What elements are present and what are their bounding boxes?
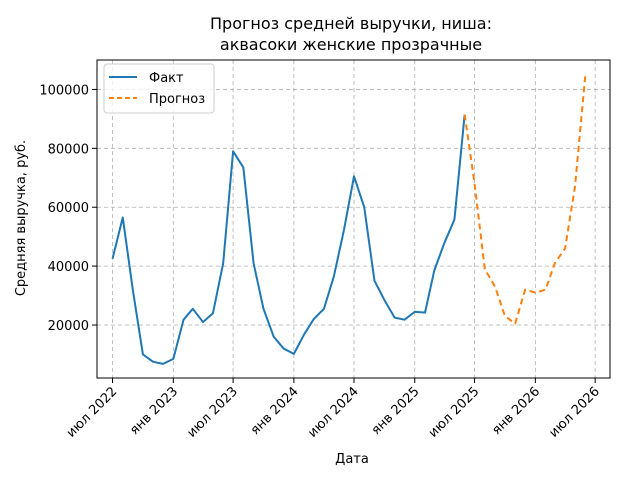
data-point-fact bbox=[172, 357, 175, 360]
data-point-fact bbox=[292, 352, 295, 355]
legend: Факт Прогноз bbox=[103, 63, 215, 114]
data-point-forecast bbox=[473, 182, 476, 185]
data-point-fact bbox=[262, 307, 265, 310]
data-point-fact bbox=[252, 262, 255, 265]
chart-subtitle: аквасоки женские прозрачные bbox=[220, 35, 482, 54]
data-point-fact bbox=[202, 321, 205, 324]
data-point-forecast bbox=[463, 113, 466, 116]
data-point-fact bbox=[453, 218, 456, 221]
data-point-forecast bbox=[534, 291, 537, 294]
data-point-fact bbox=[332, 275, 335, 278]
data-point-forecast bbox=[503, 315, 506, 318]
data-point-forecast bbox=[494, 285, 497, 288]
data-point-fact bbox=[242, 166, 245, 169]
data-point-fact bbox=[111, 257, 114, 260]
data-point-fact bbox=[312, 318, 315, 321]
data-point-forecast bbox=[514, 322, 517, 325]
data-point-fact bbox=[191, 307, 194, 310]
data-point-fact bbox=[162, 362, 165, 365]
data-point-forecast bbox=[483, 268, 486, 271]
data-point-fact bbox=[282, 347, 285, 350]
y-tick-label: 80000 bbox=[48, 142, 89, 157]
data-point-fact bbox=[322, 307, 325, 310]
data-point-fact bbox=[132, 290, 135, 293]
data-point-fact bbox=[413, 310, 416, 313]
chart-title: Прогноз средней выручки, ниша: bbox=[210, 14, 492, 33]
data-point-fact bbox=[222, 262, 225, 265]
data-point-fact bbox=[393, 316, 396, 319]
data-point-fact bbox=[433, 269, 436, 272]
series-lines bbox=[111, 75, 587, 365]
data-point-fact bbox=[121, 216, 124, 219]
data-point-fact bbox=[272, 335, 275, 338]
data-point-fact bbox=[303, 333, 306, 336]
y-tick-label: 100000 bbox=[39, 83, 89, 98]
data-point-fact bbox=[232, 150, 235, 153]
data-point-fact bbox=[383, 298, 386, 301]
data-point-forecast bbox=[584, 75, 587, 78]
legend-label-forecast: Прогноз bbox=[149, 92, 205, 107]
y-axis-ticks: 20000 40000 60000 80000 100000 bbox=[39, 83, 97, 334]
legend-label-fact: Факт bbox=[149, 71, 184, 86]
data-point-fact bbox=[443, 241, 446, 244]
data-point-forecast bbox=[544, 288, 547, 291]
data-point-fact bbox=[152, 360, 155, 363]
data-point-forecast bbox=[573, 185, 576, 188]
data-point-forecast bbox=[524, 288, 527, 291]
data-point-fact bbox=[211, 312, 214, 315]
series-line-fact bbox=[111, 114, 466, 365]
y-tick-label: 60000 bbox=[48, 201, 89, 216]
data-point-fact bbox=[352, 175, 355, 178]
data-point-fact bbox=[343, 228, 346, 231]
data-point-fact bbox=[363, 206, 366, 209]
data-point-forecast bbox=[553, 262, 556, 265]
y-tick-label: 40000 bbox=[48, 260, 89, 275]
data-point-fact bbox=[141, 353, 144, 356]
data-point-fact bbox=[424, 311, 427, 314]
x-axis-label: Дата bbox=[335, 452, 369, 467]
data-point-fact bbox=[373, 279, 376, 282]
series-line-forecast bbox=[463, 76, 587, 325]
y-axis-label: Средняя выручка, руб. bbox=[14, 140, 29, 296]
y-tick-label: 20000 bbox=[48, 319, 89, 334]
data-point-forecast bbox=[564, 247, 567, 250]
data-point-fact bbox=[182, 318, 185, 321]
data-point-fact bbox=[403, 318, 406, 321]
